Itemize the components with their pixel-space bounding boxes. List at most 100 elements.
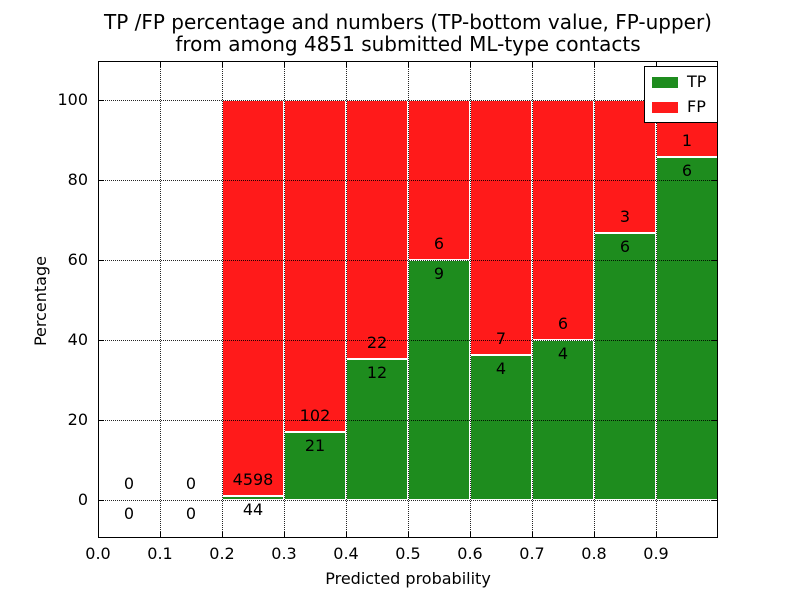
- x-tick-label: 0.0: [85, 544, 111, 563]
- fp-count-label: 102: [299, 405, 331, 425]
- y-tick-right: [712, 420, 718, 422]
- x-tick-label: 0.2: [209, 544, 235, 563]
- y-tick-label: 20: [67, 410, 88, 429]
- tp-count-label: 4: [495, 358, 507, 378]
- v-gridline: [284, 61, 285, 538]
- x-tick-top: [98, 61, 100, 67]
- y-tick: [98, 180, 104, 182]
- x-tick-label: 0.4: [333, 544, 359, 563]
- fp-count-label: 0: [123, 474, 135, 493]
- x-tick: [408, 532, 410, 538]
- tp-count-label: 21: [304, 435, 326, 455]
- x-axis-label: Predicted probability: [325, 569, 491, 588]
- x-tick-label: 0.7: [519, 544, 545, 563]
- tp-count-label: 44: [242, 500, 264, 520]
- chart-title-line2: from among 4851 submitted ML-type contac…: [175, 32, 641, 56]
- x-tick-top: [284, 61, 286, 67]
- v-gridline: [594, 61, 595, 538]
- x-tick-top: [160, 61, 162, 67]
- v-gridline: [656, 61, 657, 538]
- chart-title: TP /FP percentage and numbers (TP-bottom…: [98, 11, 718, 55]
- fp-count-label: 4598: [232, 470, 274, 490]
- x-tick-label: 0.9: [643, 544, 669, 563]
- x-tick-label: 0.1: [147, 544, 173, 563]
- fp-bar-segment: [284, 100, 346, 432]
- tp-bar-segment: [470, 354, 532, 500]
- y-tick: [98, 420, 104, 422]
- y-tick-label: 100: [57, 90, 88, 109]
- y-tick-right: [712, 180, 718, 182]
- fp-count-label: 22: [366, 332, 388, 352]
- x-tick: [594, 532, 596, 538]
- tp-count-label: 9: [433, 264, 445, 283]
- y-tick: [98, 260, 104, 262]
- y-tick-label: 40: [67, 330, 88, 349]
- fp-count-label: 7: [495, 328, 507, 348]
- x-tick: [98, 532, 100, 538]
- v-gridline: [408, 61, 409, 538]
- x-tick: [532, 532, 534, 538]
- tp-count-label: 12: [366, 362, 388, 382]
- x-tick: [656, 532, 658, 538]
- x-tick: [222, 532, 224, 538]
- y-tick-label: 0: [77, 490, 88, 509]
- fp-count-label: 6: [433, 234, 445, 253]
- x-tick: [160, 532, 162, 538]
- v-gridline: [222, 61, 223, 538]
- y-tick-label: 80: [67, 170, 88, 189]
- fp-legend-swatch: [652, 101, 678, 113]
- fp-bar-segment: [532, 100, 594, 340]
- tp-count-label: 4: [557, 344, 569, 363]
- fp-bar-segment: [346, 100, 408, 359]
- fp-count-label: 1: [681, 131, 693, 151]
- v-gridline: [470, 61, 471, 538]
- tp-bar-segment: [284, 431, 346, 500]
- x-tick: [346, 532, 348, 538]
- fp-bar-segment: [470, 100, 532, 355]
- legend-label-tp: TP: [687, 72, 707, 91]
- x-tick-label: 0.6: [457, 544, 483, 563]
- x-tick-top: [470, 61, 472, 67]
- y-tick: [98, 340, 104, 342]
- legend-row-tp: TP: [652, 74, 710, 90]
- tp-bar-segment: [408, 260, 470, 500]
- chart-title-line1: TP /FP percentage and numbers (TP-bottom…: [104, 10, 712, 34]
- x-tick-top: [594, 61, 596, 67]
- y-tick: [98, 100, 104, 102]
- x-tick: [470, 532, 472, 538]
- legend-label-fp: FP: [687, 97, 706, 116]
- tp-legend-swatch: [652, 76, 678, 88]
- x-tick-top: [656, 61, 658, 67]
- tp-bar-segment: [594, 233, 656, 500]
- legend: TP FP: [644, 66, 718, 123]
- v-gridline: [532, 61, 533, 538]
- v-gridline: [160, 61, 161, 538]
- y-tick-label: 60: [67, 250, 88, 269]
- fp-bar-segment: [222, 100, 284, 497]
- x-tick: [284, 532, 286, 538]
- v-gridline: [346, 61, 347, 538]
- tp-count-label: 0: [185, 504, 197, 523]
- tp-count-label: 6: [681, 161, 693, 181]
- y-tick-right: [712, 340, 718, 342]
- x-tick-top: [222, 61, 224, 67]
- legend-row-fp: FP: [652, 99, 710, 115]
- x-tick-top: [408, 61, 410, 67]
- fp-count-label: 3: [619, 207, 631, 227]
- x-tick-top: [346, 61, 348, 67]
- y-tick: [98, 500, 104, 502]
- plot-area: 0 0 0 0 4598 44 102 21 22 12 6 9 7 4 6 4 3 6 1 6: [98, 61, 718, 538]
- y-tick-right: [712, 500, 718, 502]
- x-tick-label: 0.5: [395, 544, 421, 563]
- fp-count-label: 6: [557, 314, 569, 333]
- x-tick-top: [532, 61, 534, 67]
- x-tick-label: 0.3: [271, 544, 297, 563]
- fp-count-label: 0: [185, 474, 197, 493]
- tp-count-label: 0: [123, 504, 135, 523]
- x-tick-label: 0.8: [581, 544, 607, 563]
- y-tick-right: [712, 260, 718, 262]
- y-axis-label: Percentage: [31, 256, 50, 347]
- tp-count-label: 6: [619, 237, 631, 257]
- tp-bar-segment: [656, 157, 718, 500]
